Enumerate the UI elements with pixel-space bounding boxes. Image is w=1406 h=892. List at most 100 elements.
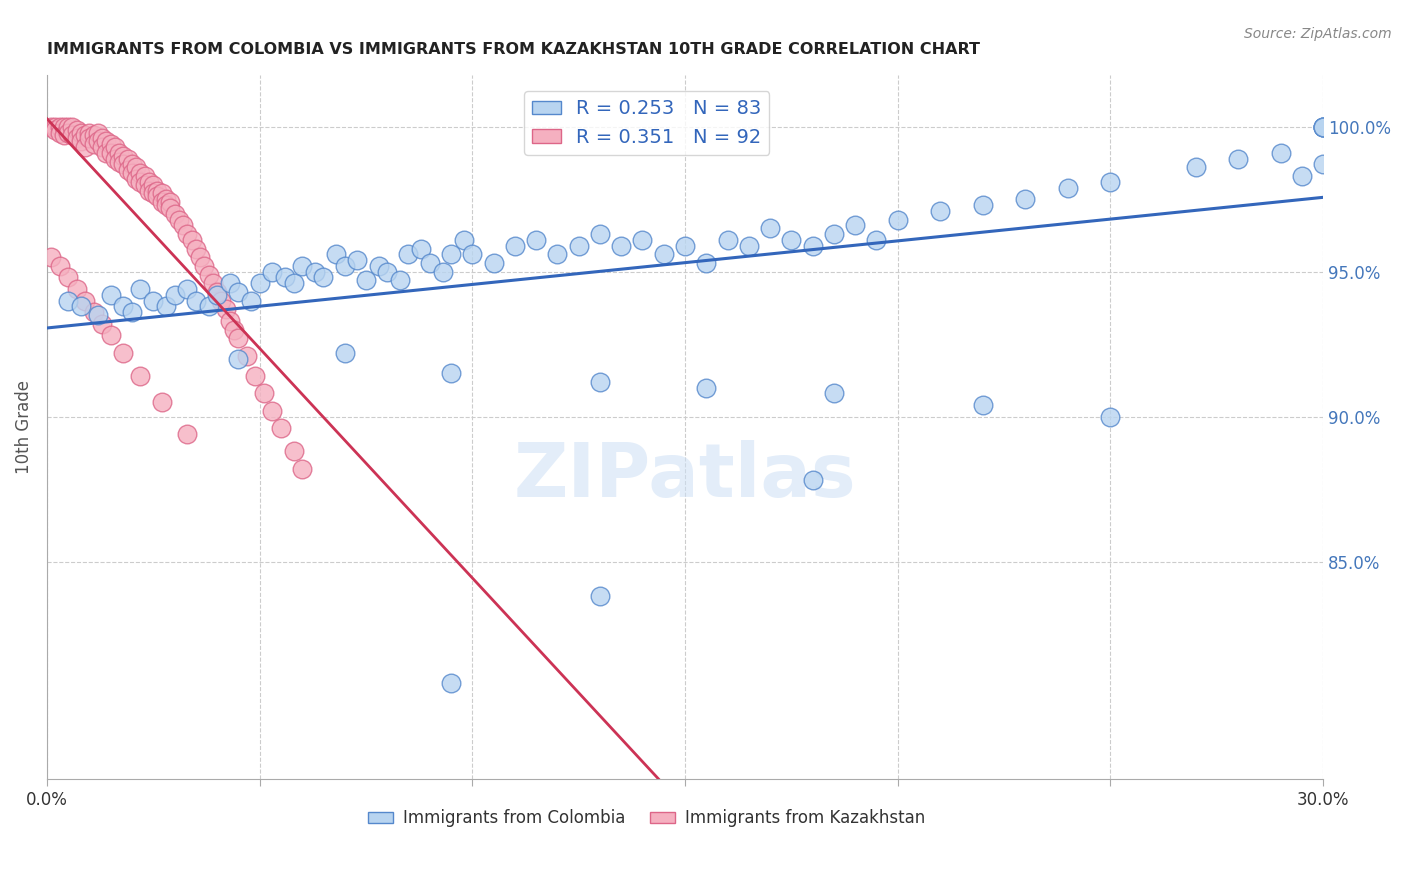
Point: [104, 140, 127, 154]
Point: [972, 198, 994, 212]
Point: [205, 285, 228, 299]
Point: [79, 126, 101, 140]
Point: [346, 253, 368, 268]
Point: [96, 145, 118, 160]
Point: [129, 282, 152, 296]
Point: [440, 676, 463, 690]
Point: [1057, 180, 1080, 194]
Point: [129, 166, 152, 180]
Text: IMMIGRANTS FROM COLOMBIA VS IMMIGRANTS FROM KAZAKHSTAN 10TH GRADE CORRELATION CH: IMMIGRANTS FROM COLOMBIA VS IMMIGRANTS F…: [46, 42, 980, 57]
Point: [56, 293, 79, 308]
Point: [461, 247, 484, 261]
Point: [83, 128, 105, 143]
Point: [56, 120, 79, 134]
Point: [270, 421, 292, 435]
Point: [150, 195, 173, 210]
Point: [142, 293, 165, 308]
Point: [155, 192, 177, 206]
Point: [108, 145, 131, 160]
Point: [121, 305, 143, 319]
Point: [780, 233, 803, 247]
Point: [176, 227, 198, 241]
Point: [155, 300, 177, 314]
Point: [333, 346, 356, 360]
Point: [218, 314, 240, 328]
Point: [419, 256, 441, 270]
Point: [142, 178, 165, 192]
Point: [70, 126, 93, 140]
Point: [738, 238, 761, 252]
Point: [75, 140, 97, 154]
Point: [83, 305, 105, 319]
Point: [193, 259, 215, 273]
Point: [1270, 145, 1292, 160]
Point: [375, 265, 398, 279]
Point: [134, 169, 156, 183]
Point: [100, 328, 122, 343]
Point: [1184, 161, 1206, 175]
Point: [146, 189, 169, 203]
Point: [142, 186, 165, 201]
Point: [79, 131, 101, 145]
Point: [568, 238, 591, 252]
Point: [159, 201, 181, 215]
Point: [652, 247, 675, 261]
Point: [844, 219, 866, 233]
Point: [240, 293, 263, 308]
Point: [125, 161, 148, 175]
Point: [610, 238, 633, 252]
Point: [83, 137, 105, 152]
Point: [70, 300, 93, 314]
Point: [1312, 120, 1334, 134]
Point: [245, 369, 267, 384]
Point: [228, 331, 250, 345]
Y-axis label: 10th Grade: 10th Grade: [15, 380, 32, 474]
Point: [823, 386, 845, 401]
Point: [48, 120, 70, 134]
Point: [184, 293, 207, 308]
Point: [453, 233, 475, 247]
Point: [1312, 157, 1334, 171]
Point: [1099, 175, 1122, 189]
Point: [100, 145, 122, 160]
Point: [524, 233, 547, 247]
Point: [62, 120, 84, 134]
Point: [48, 259, 70, 273]
Point: [865, 233, 887, 247]
Point: [176, 282, 198, 296]
Point: [253, 386, 276, 401]
Point: [87, 308, 110, 322]
Point: [354, 273, 377, 287]
Point: [218, 277, 240, 291]
Point: [716, 233, 738, 247]
Point: [398, 247, 420, 261]
Point: [163, 207, 186, 221]
Point: [159, 195, 181, 210]
Point: [138, 175, 160, 189]
Point: [1099, 409, 1122, 424]
Point: [262, 404, 284, 418]
Legend: Immigrants from Colombia, Immigrants from Kazakhstan: Immigrants from Colombia, Immigrants fro…: [361, 803, 932, 834]
Point: [66, 282, 89, 296]
Point: [631, 233, 654, 247]
Point: [91, 317, 114, 331]
Text: ZIPatlas: ZIPatlas: [513, 440, 856, 513]
Point: [197, 300, 219, 314]
Point: [146, 184, 169, 198]
Point: [886, 212, 908, 227]
Point: [432, 265, 454, 279]
Point: [87, 126, 110, 140]
Point: [801, 474, 824, 488]
Point: [274, 270, 297, 285]
Point: [188, 250, 211, 264]
Point: [112, 300, 135, 314]
Point: [44, 122, 66, 136]
Point: [228, 285, 250, 299]
Point: [367, 259, 389, 273]
Point: [228, 351, 250, 366]
Point: [197, 268, 219, 282]
Point: [440, 366, 463, 380]
Point: [823, 227, 845, 241]
Point: [66, 131, 89, 145]
Point: [39, 120, 62, 134]
